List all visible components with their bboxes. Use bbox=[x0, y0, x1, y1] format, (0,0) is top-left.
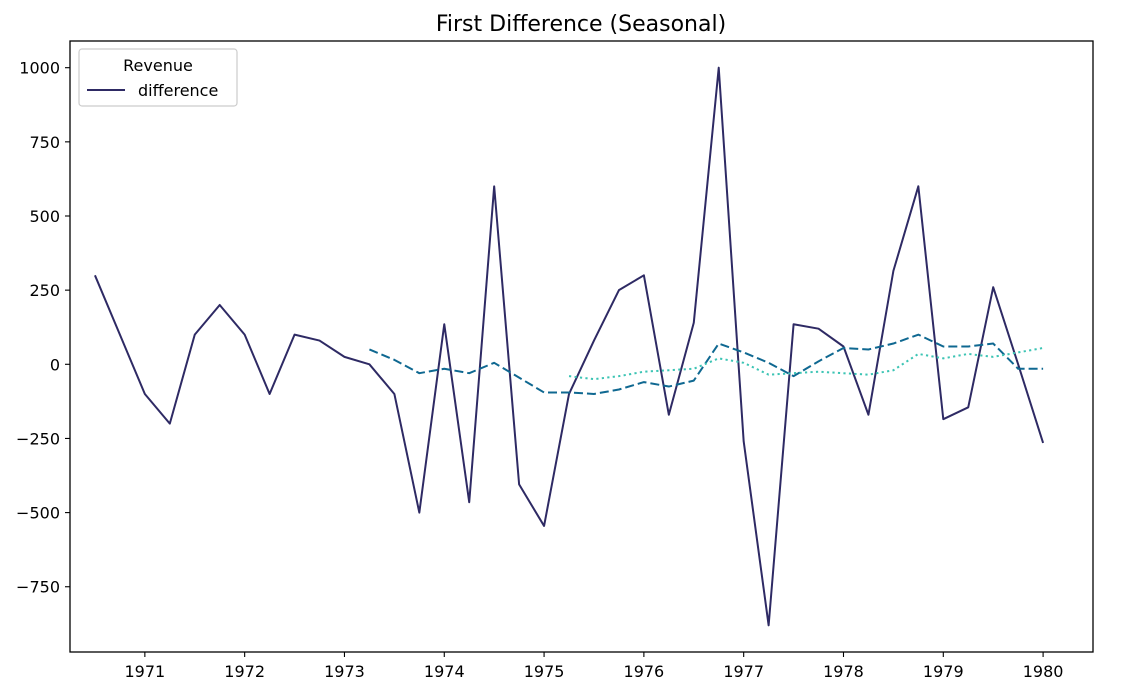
y-tick-label: 0 bbox=[50, 355, 60, 374]
legend-box bbox=[78, 48, 238, 107]
y-axis: −750 −500 −250 0 250 500 750 1000 bbox=[16, 59, 70, 597]
y-tick-label: −750 bbox=[16, 578, 60, 597]
x-tick-label: 1974 bbox=[424, 662, 465, 681]
y-tick-label: 750 bbox=[29, 133, 60, 152]
x-tick-label: 1977 bbox=[723, 662, 764, 681]
x-tick-label: 1972 bbox=[224, 662, 265, 681]
series-line-2 bbox=[568, 346, 1044, 381]
chart-title: First Difference (Seasonal) bbox=[436, 12, 726, 37]
series-line-0 bbox=[94, 66, 1045, 627]
x-tick-label: 1979 bbox=[923, 662, 964, 681]
x-tick-label: 1971 bbox=[124, 662, 165, 681]
y-tick-label: 500 bbox=[29, 207, 60, 226]
legend-title: Revenue bbox=[123, 56, 193, 75]
plot-area bbox=[69, 40, 1094, 653]
y-tick-label: −500 bbox=[16, 504, 60, 523]
x-tick-label: 1973 bbox=[324, 662, 365, 681]
x-tick-label: 1975 bbox=[524, 662, 565, 681]
x-tick-label: 1980 bbox=[1023, 662, 1064, 681]
legend-label-difference: difference bbox=[138, 81, 218, 100]
x-tick-label: 1976 bbox=[624, 662, 665, 681]
y-tick-label: −250 bbox=[16, 429, 60, 448]
y-tick-label: 250 bbox=[29, 281, 60, 300]
y-tick-label: 1000 bbox=[19, 59, 60, 78]
series-line-1 bbox=[369, 333, 1044, 395]
legend: Revenue difference bbox=[78, 48, 238, 107]
series-lines bbox=[94, 66, 1045, 627]
x-axis: 1971 1972 1973 1974 1975 1976 1977 1978 1979 1980 bbox=[124, 652, 1063, 681]
x-tick-label: 1978 bbox=[823, 662, 864, 681]
